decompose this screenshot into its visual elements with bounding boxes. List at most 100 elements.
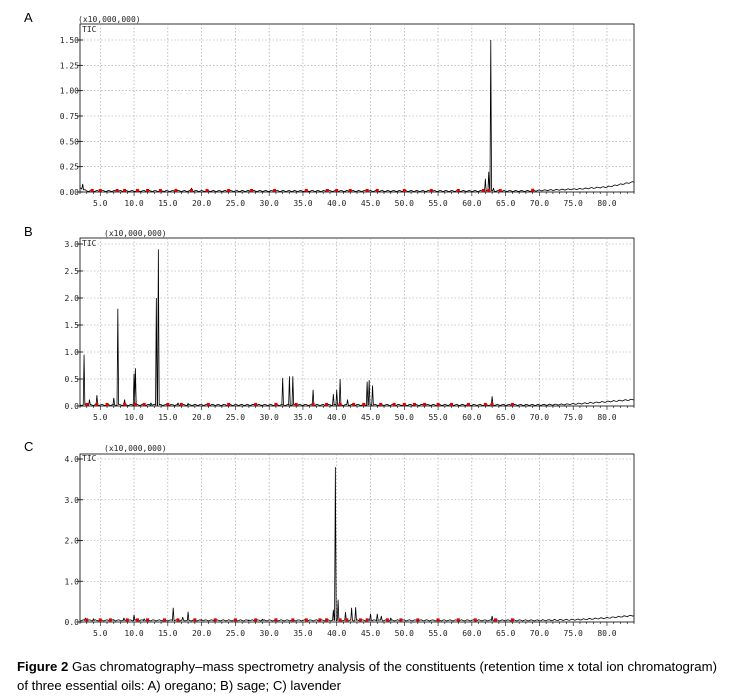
panel-a-x-tick-label: 40.0 xyxy=(327,199,346,208)
panel-b-y-tick-label: 3.0 xyxy=(65,240,80,249)
panel-b-peak-marker xyxy=(483,402,487,406)
panel-a-peak-marker xyxy=(227,188,231,192)
panel-a-x-tick-label: 35.0 xyxy=(293,199,312,208)
panel-a-peak-marker xyxy=(135,188,139,192)
panel-a-x-tick-label: 15.0 xyxy=(158,199,177,208)
panel-c-peak-marker xyxy=(125,618,129,622)
panel-c-peak-marker xyxy=(385,618,389,622)
panel-a-peak-marker xyxy=(456,188,460,192)
panel-b-x-tick-label: 55.0 xyxy=(428,413,447,422)
panel-c-peak-marker xyxy=(233,618,237,622)
panel-c-x-tick-label: 75.0 xyxy=(564,629,583,638)
panel-c-peak-marker xyxy=(108,618,112,622)
panel-c-x-tick-label: 5.0 xyxy=(93,629,108,638)
panel-c-peak-marker xyxy=(304,618,308,622)
panel-b-peak-marker xyxy=(412,402,416,406)
figure-label: Figure 2 xyxy=(17,659,69,674)
panel-b-peak-marker xyxy=(227,402,231,406)
panel-b-x-tick-label: 45.0 xyxy=(361,413,380,422)
panel-c-y-tick-label: 1.0 xyxy=(65,577,80,586)
panel-b-x-tick-label: 65.0 xyxy=(496,413,515,422)
panel-b-y-tick-label: 1.5 xyxy=(65,321,80,330)
panel-a-x-tick-label: 5.0 xyxy=(93,199,108,208)
panel-c-peak-marker xyxy=(456,618,460,622)
panel-b-letter: B xyxy=(24,224,33,239)
panel-c-y-tick-label: 2.0 xyxy=(65,537,80,546)
panel-a-y-tick-label: 1.50 xyxy=(60,36,79,45)
panel-b-peak-marker xyxy=(379,402,383,406)
panel-c-x-tick-label: 20.0 xyxy=(192,629,211,638)
panel-c-peak-marker xyxy=(135,618,139,622)
panel-c-x-tick-label: 35.0 xyxy=(293,629,312,638)
panel-b-x-tick-label: 10.0 xyxy=(124,413,143,422)
panel-c-y-tick-label: 3.0 xyxy=(65,496,80,505)
panel-a-peak-marker xyxy=(146,188,150,192)
panel-b-peak-marker xyxy=(450,402,454,406)
panel-a-peak-marker xyxy=(205,188,209,192)
panel-b-peak-marker xyxy=(402,402,406,406)
panel-c-peak-marker xyxy=(85,618,89,622)
panel-c-x-tick-label: 80.0 xyxy=(597,629,616,638)
panel-b-peak-marker xyxy=(352,402,356,406)
panel-a-letter: A xyxy=(24,10,33,25)
panel-c-x-tick-label: 65.0 xyxy=(496,629,515,638)
panel-c-peak-marker xyxy=(365,618,369,622)
panel-b-x-tick-label: 5.0 xyxy=(93,413,108,422)
panel-b-peak-marker xyxy=(133,402,137,406)
panel-a-peak-marker xyxy=(123,188,127,192)
panel-b-peak-marker xyxy=(423,402,427,406)
panel-a-y-tick-label: 1.00 xyxy=(60,87,79,96)
panel-c-peak-marker xyxy=(325,618,329,622)
panel-b-peak-marker xyxy=(510,402,514,406)
panel-c-peak-marker xyxy=(473,618,477,622)
panel-b-peak-marker xyxy=(142,402,146,406)
panel-b-peak-marker xyxy=(85,402,89,406)
panel-a-peak-marker xyxy=(90,188,94,192)
panel-a-peak-marker xyxy=(189,188,193,192)
figure-caption-text: Gas chromatography–mass spectrometry ana… xyxy=(17,659,717,693)
panel-c-peak-marker xyxy=(274,618,278,622)
panel-c-x-tick-label: 30.0 xyxy=(260,629,279,638)
panel-a-peak-marker xyxy=(98,188,102,192)
panel-c-x-tick-label: 60.0 xyxy=(462,629,481,638)
panel-b-x-tick-label: 35.0 xyxy=(293,413,312,422)
panel-c-x-tick-label: 10.0 xyxy=(124,629,143,638)
panel-a-peak-marker xyxy=(325,188,329,192)
panel-c-peak-marker xyxy=(416,618,420,622)
panel-a-peak-marker xyxy=(429,188,433,192)
panel-a-peak-marker xyxy=(304,188,308,192)
panel-b-scale-label: (x10,000,000) xyxy=(104,229,167,238)
panel-a-x-tick-label: 75.0 xyxy=(564,199,583,208)
panel-c-y-tick-label: 0.0 xyxy=(65,618,80,627)
panel-b-peak-marker xyxy=(274,402,278,406)
panel-c-x-tick-label: 25.0 xyxy=(226,629,245,638)
panel-c-peak-marker xyxy=(338,618,342,622)
panel-a-peak-marker xyxy=(487,188,491,192)
panel-c-x-tick-label: 55.0 xyxy=(428,629,447,638)
panel-b-x-tick-label: 40.0 xyxy=(327,413,346,422)
panel-a-peak-marker xyxy=(365,188,369,192)
panel-a-y-tick-label: 0.25 xyxy=(60,163,79,172)
panel-a-peak-marker xyxy=(375,188,379,192)
panel-b-y-tick-label: 2.0 xyxy=(65,294,80,303)
panel-a-x-tick-label: 65.0 xyxy=(496,199,515,208)
panel-b-y-tick-label: 0.0 xyxy=(65,402,80,411)
figure-caption: Figure 2 Gas chromatography–mass spectro… xyxy=(17,657,729,695)
panel-b-x-tick-label: 80.0 xyxy=(597,413,616,422)
panel-a-x-tick-label: 50.0 xyxy=(395,199,414,208)
panel-b-peak-marker xyxy=(95,402,99,406)
panel-b-peak-marker xyxy=(362,402,366,406)
panel-b-x-tick-label: 30.0 xyxy=(260,413,279,422)
panel-b-y-tick-label: 2.5 xyxy=(65,267,80,276)
panel-b-peak-marker xyxy=(166,402,170,406)
panel-b-x-tick-label: 20.0 xyxy=(192,413,211,422)
panel-a-x-tick-label: 70.0 xyxy=(530,199,549,208)
panel-a-peak-marker xyxy=(250,188,254,192)
panel-b-tic-trace xyxy=(79,249,635,406)
panel-c-peak-marker xyxy=(399,618,403,622)
panel-a-peak-marker xyxy=(335,188,339,192)
panel-a-peak-marker xyxy=(531,188,535,192)
panel-a-y-tick-label: 0.50 xyxy=(60,137,79,146)
panel-a-peak-marker xyxy=(273,188,277,192)
